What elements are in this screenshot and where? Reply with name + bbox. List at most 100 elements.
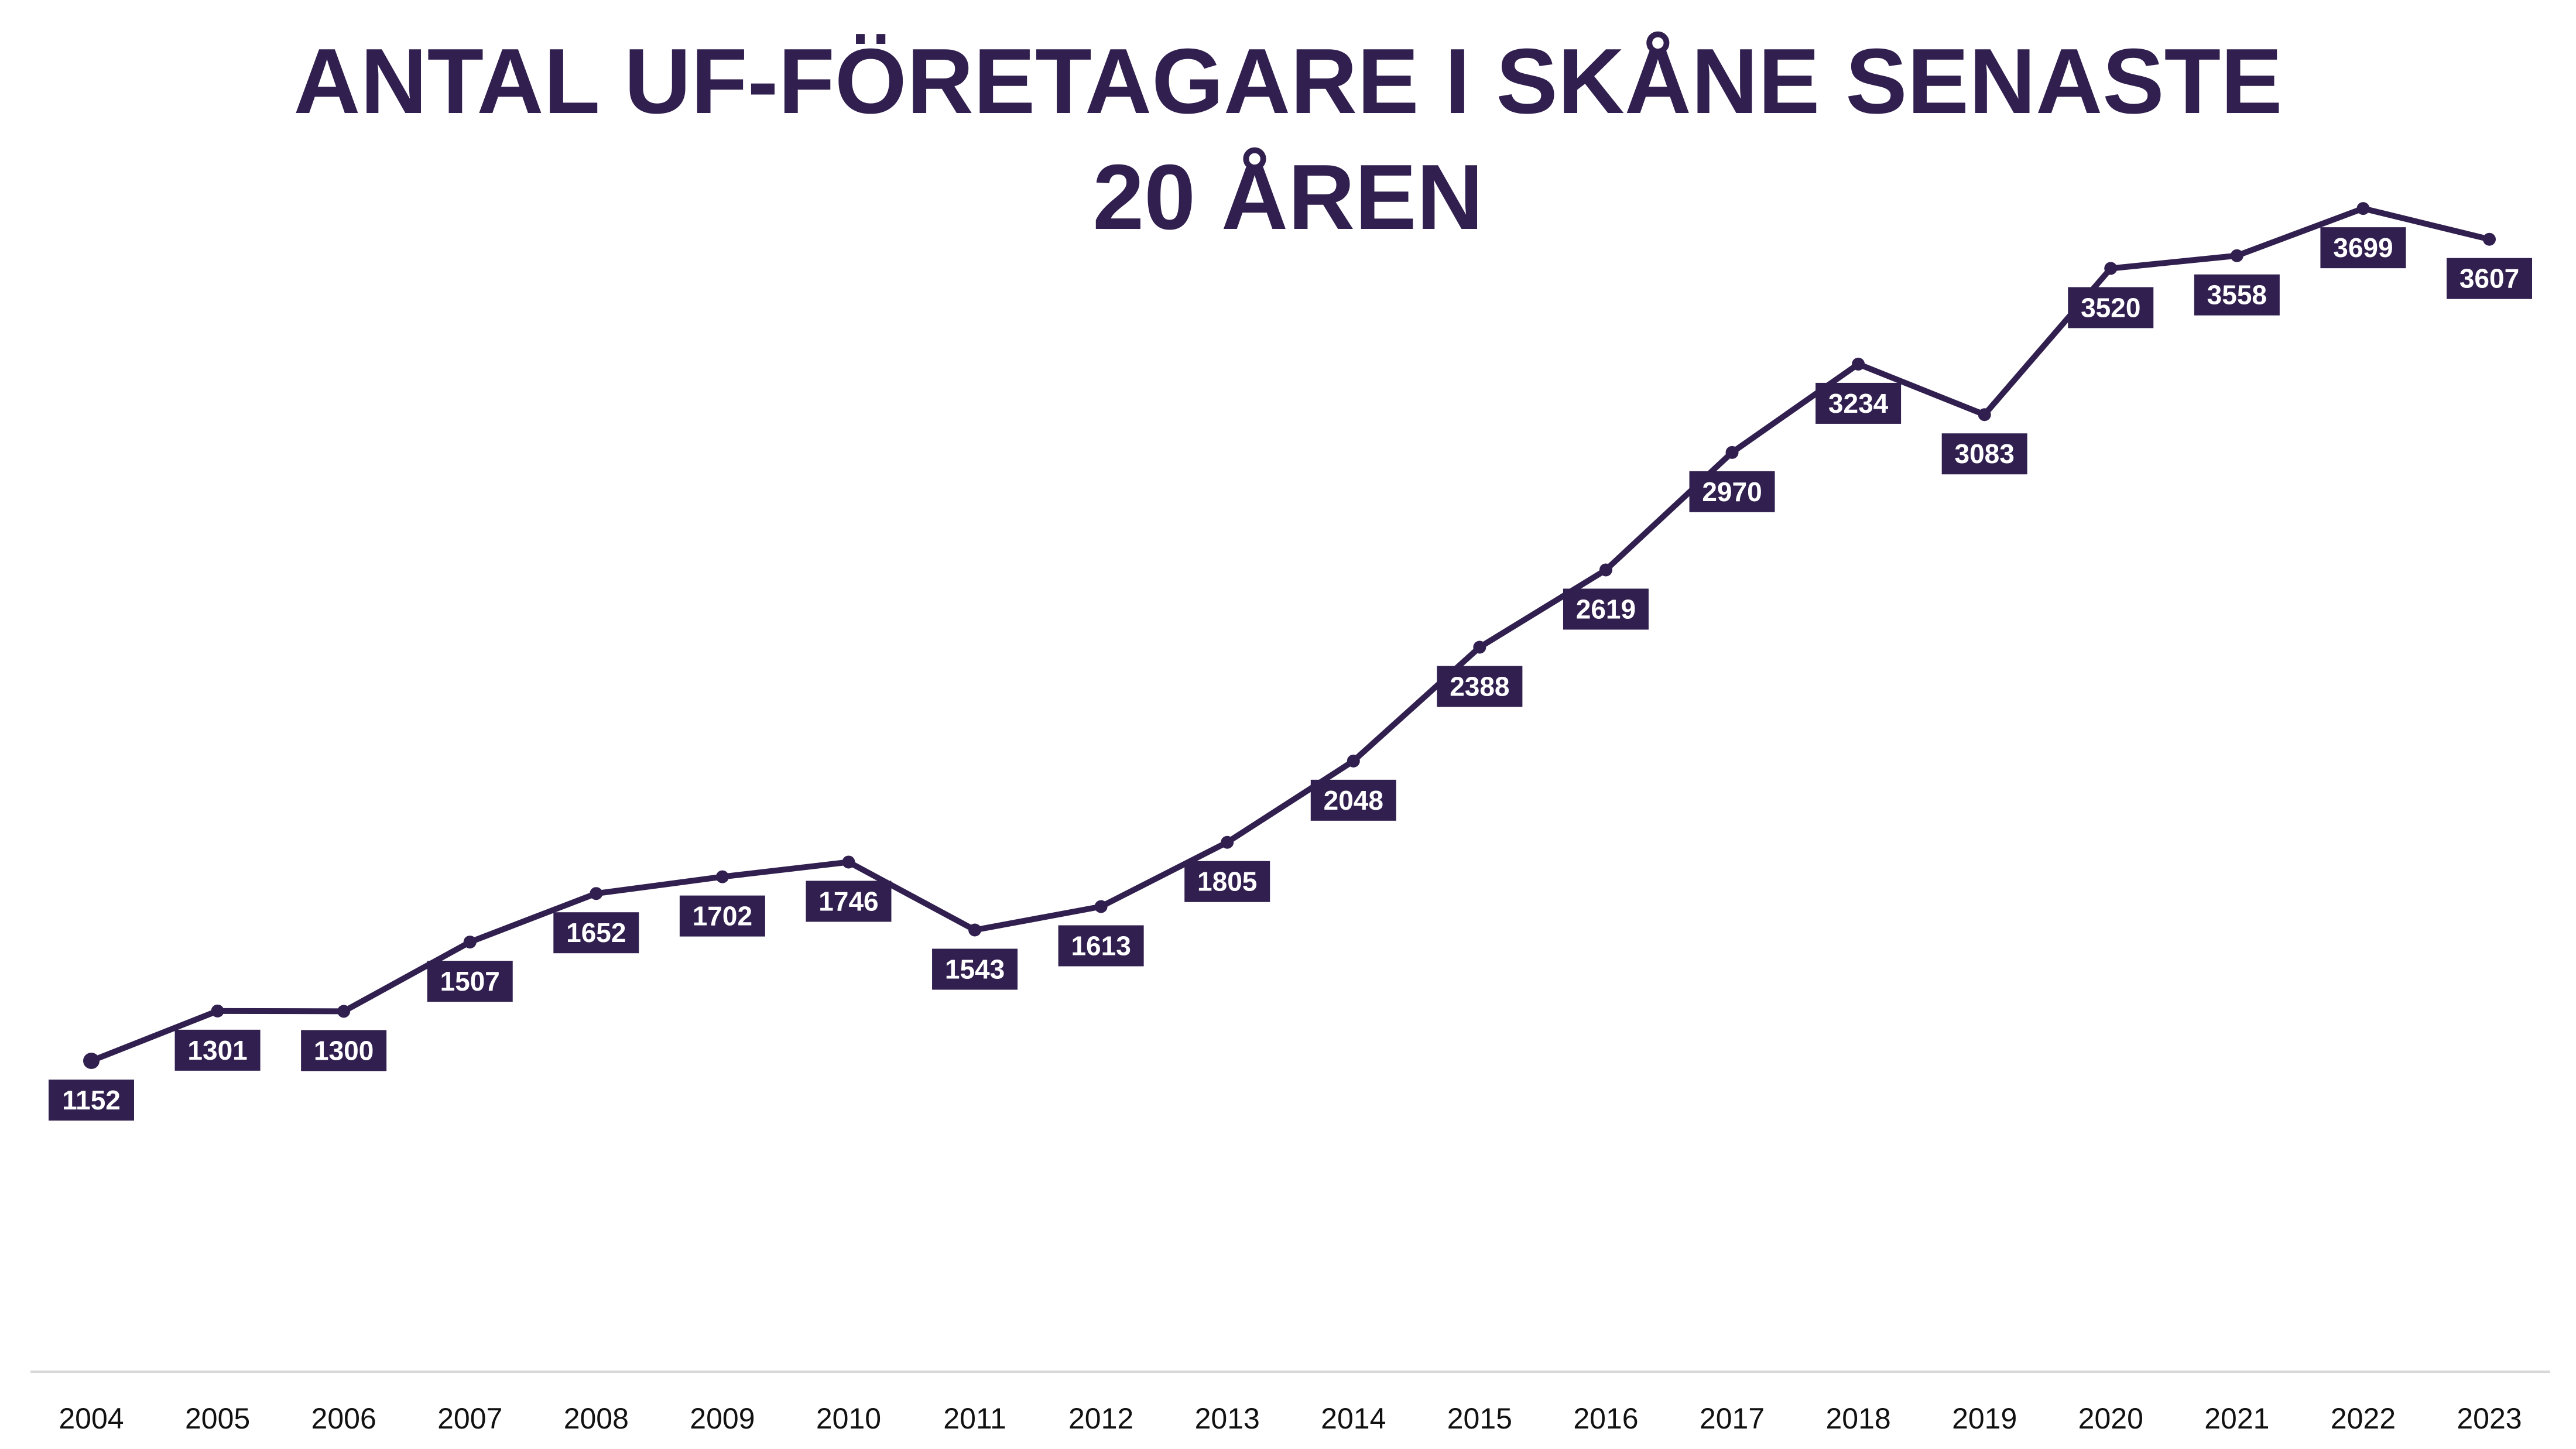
data-label-2006: 1300: [301, 1030, 387, 1071]
data-labels: 1152 1301 1300 1507 1652 1702 1746 1543 1613 1805…: [49, 227, 2532, 1121]
data-label-value: 1746: [818, 886, 878, 916]
data-point-2019: [1978, 408, 1991, 422]
data-point-2015: [1473, 640, 1486, 654]
x-tick-labels: 2004 2005 2006 2007 2008 2009 2010 2011 2012 2013…: [59, 1402, 2522, 1435]
data-label-box: [1058, 925, 1144, 967]
data-label-value: 2970: [1702, 477, 1762, 507]
data-label-box: [1184, 861, 1270, 902]
data-point-2006: [337, 1005, 351, 1018]
data-label-2020: 3520: [2068, 287, 2154, 328]
data-label-2015: 2388: [1437, 666, 1523, 707]
x-tick-label-2013: 2013: [1195, 1402, 1260, 1435]
data-label-value: 3558: [2207, 280, 2267, 310]
data-points: [83, 202, 2496, 1069]
data-label-value: 3607: [2459, 263, 2519, 294]
x-tick-label-2018: 2018: [1825, 1402, 1890, 1435]
data-label-2017: 2970: [1689, 471, 1775, 512]
data-label-value: 3083: [1955, 439, 2015, 469]
x-tick-label-2023: 2023: [2457, 1402, 2522, 1435]
data-label-2010: 1746: [806, 881, 892, 922]
data-label-value: 1613: [1071, 930, 1131, 961]
data-label-box: [1941, 433, 2027, 475]
chart-title-line-1: ANTAL UF-FÖRETAGARE I SKÅNE SENASTE: [293, 30, 2283, 133]
x-tick-label-2016: 2016: [1573, 1402, 1638, 1435]
x-tick-label-2014: 2014: [1321, 1402, 1386, 1435]
x-tick-label-2007: 2007: [437, 1402, 502, 1435]
x-tick-label-2006: 2006: [311, 1402, 376, 1435]
data-point-2013: [1221, 835, 1234, 849]
data-label-2013: 1805: [1184, 861, 1270, 902]
x-tick-label-2017: 2017: [1700, 1402, 1765, 1435]
data-label-box: [1689, 471, 1775, 512]
data-label-box: [932, 948, 1018, 990]
data-point-2009: [715, 870, 729, 883]
data-label-value: 1152: [62, 1085, 121, 1115]
data-label-2004: 1152: [49, 1080, 134, 1121]
x-tick-label-2015: 2015: [1447, 1402, 1512, 1435]
data-label-box: [553, 912, 639, 954]
x-tick-label-2020: 2020: [2078, 1402, 2143, 1435]
chart-title: ANTAL UF-FÖRETAGARE I SKÅNE SENASTE 20 Å…: [0, 23, 2576, 255]
data-point-2010: [842, 855, 855, 869]
data-label-2018: 3234: [1815, 382, 1902, 424]
data-point-2012: [1094, 900, 1108, 913]
data-label-2011: 1543: [932, 948, 1018, 990]
data-label-2008: 1652: [553, 912, 639, 954]
data-label-2014: 2048: [1310, 779, 1396, 821]
data-label-value: 1702: [693, 901, 752, 931]
drop-lines: [90, 208, 2491, 1369]
x-tick-label-2008: 2008: [564, 1402, 629, 1435]
data-label-value: 1301: [187, 1035, 247, 1066]
data-label-2005: 1301: [174, 1029, 261, 1071]
data-label-box: [2320, 227, 2406, 269]
data-label-box: [2194, 274, 2280, 316]
data-point-2021: [2230, 249, 2243, 262]
data-label-box: [301, 1030, 387, 1071]
series-line: [88, 205, 2492, 1064]
chart-title-line-2: 20 ÅREN: [1092, 146, 1484, 249]
data-point-2014: [1347, 754, 1360, 768]
data-label-value: 1507: [440, 966, 500, 996]
data-label-2023: 3607: [2447, 258, 2532, 299]
data-label-box: [174, 1029, 261, 1071]
data-point-2005: [211, 1004, 224, 1018]
data-label-value: 2048: [1324, 785, 1383, 816]
data-label-box: [1563, 588, 1649, 630]
x-tick-label-2004: 2004: [59, 1402, 124, 1435]
x-tick-label-2022: 2022: [2331, 1402, 2396, 1435]
data-point-2016: [1599, 563, 1612, 577]
data-label-box: [49, 1080, 134, 1121]
data-label-box: [2068, 287, 2154, 328]
data-label-2021: 3558: [2194, 274, 2280, 316]
data-label-box: [1310, 779, 1396, 821]
data-point-2023: [2483, 232, 2496, 246]
data-label-value: 2388: [1450, 672, 1509, 702]
data-point-2008: [590, 887, 603, 900]
data-label-value: 1543: [945, 954, 1005, 985]
data-label-2016: 2619: [1563, 588, 1649, 630]
data-point-2007: [463, 936, 477, 949]
data-label-box: [806, 881, 892, 922]
data-label-2012: 1613: [1058, 925, 1144, 967]
data-point-2022: [2356, 202, 2370, 215]
data-point-2011: [968, 923, 982, 937]
x-tick-label-2010: 2010: [816, 1402, 881, 1435]
x-tick-label-2021: 2021: [2204, 1402, 2269, 1435]
data-label-value: 1652: [566, 917, 626, 948]
data-point-2020: [2104, 262, 2118, 275]
data-label-box: [2447, 258, 2532, 299]
data-label-2019: 3083: [1941, 433, 2027, 475]
data-point-2004: [83, 1053, 100, 1069]
data-label-value: 3520: [2081, 292, 2140, 323]
x-tick-label-2012: 2012: [1068, 1402, 1133, 1435]
data-label-value: 2619: [1576, 594, 1636, 624]
data-label-box: [427, 961, 513, 1002]
data-label-2007: 1507: [427, 961, 513, 1002]
data-point-2017: [1725, 446, 1739, 459]
x-tick-label-2009: 2009: [690, 1402, 755, 1435]
data-label-box: [1815, 382, 1902, 424]
data-label-2022: 3699: [2320, 227, 2406, 269]
x-tick-label-2005: 2005: [185, 1402, 250, 1435]
data-label-value: 1300: [314, 1035, 374, 1066]
